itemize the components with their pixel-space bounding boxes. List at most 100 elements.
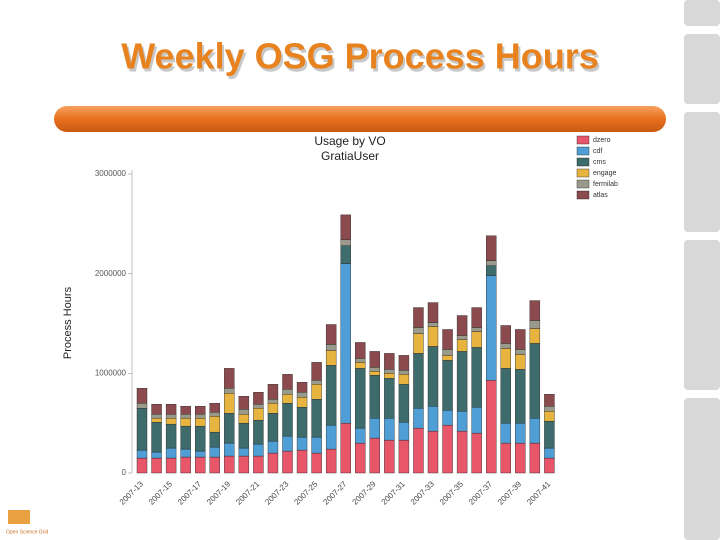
y-tick-label: 2000000 xyxy=(95,269,127,278)
slide-title-shadow: Weekly OSG Process Hours xyxy=(123,39,601,80)
bar-segment xyxy=(471,331,482,348)
bar-segment xyxy=(355,427,366,444)
bar-segment xyxy=(427,326,439,347)
bar-segment xyxy=(471,307,482,328)
bar-segment xyxy=(282,374,293,390)
bar-segment xyxy=(486,275,497,381)
legend-label: dzero xyxy=(593,137,611,144)
bar-segment xyxy=(413,327,424,334)
bar-segment xyxy=(369,375,380,419)
bar-segment xyxy=(151,457,162,474)
y-tick-label: 3000000 xyxy=(95,169,127,178)
bar-segment xyxy=(340,422,351,474)
bar-segment xyxy=(194,456,206,474)
bar-segment xyxy=(151,404,162,415)
bar-segment xyxy=(253,419,264,445)
bar-segment xyxy=(238,422,250,449)
bar-segment xyxy=(325,344,337,351)
bar-segment xyxy=(340,245,351,264)
slide-title: Weekly OSG Process Hours xyxy=(121,36,599,77)
bar-segment xyxy=(194,406,206,415)
bar-segment xyxy=(253,443,264,457)
bar-segment xyxy=(384,378,395,419)
bar-segment xyxy=(529,320,541,329)
bar-segment xyxy=(398,421,410,441)
x-tick-label: 2007-39 xyxy=(496,479,524,507)
bar-segment xyxy=(427,322,439,327)
bar-segment xyxy=(311,362,322,381)
bar-segment xyxy=(355,368,366,429)
bar-segment xyxy=(253,392,264,405)
bar-segment xyxy=(209,415,220,433)
bar-segment xyxy=(544,420,555,449)
bar-segment xyxy=(209,446,220,458)
bar-segment xyxy=(456,339,468,352)
bar-segment xyxy=(500,422,511,444)
bar-segment xyxy=(311,384,322,400)
bar-segment xyxy=(180,406,191,415)
bar-segment xyxy=(180,425,191,450)
bar-segment xyxy=(369,371,380,376)
bar-segment xyxy=(136,449,148,459)
x-tick-label: 2007-41 xyxy=(525,479,553,507)
bar-segment xyxy=(369,417,380,439)
bar-segment xyxy=(369,351,380,368)
legend-label: engage xyxy=(593,170,616,177)
bar-segment xyxy=(325,365,337,426)
logo-text: Open Science Grid xyxy=(6,529,48,535)
bar-segment xyxy=(224,368,235,389)
bar-segment xyxy=(238,409,250,415)
legend-swatch xyxy=(576,135,590,145)
bar-segment xyxy=(355,362,366,369)
bar-segment xyxy=(398,355,410,371)
bar-segment xyxy=(224,388,235,394)
bar-segment xyxy=(544,447,555,459)
bar-segment xyxy=(427,346,439,407)
bar-segment xyxy=(180,413,191,419)
bar-segment xyxy=(165,457,177,474)
bar-segment xyxy=(151,421,162,453)
x-tick-label: 2007-27 xyxy=(321,479,349,507)
bar-segment xyxy=(296,436,308,451)
x-tick-label: 2007-29 xyxy=(351,479,379,507)
bar-segment xyxy=(442,410,453,426)
bar-segment xyxy=(384,373,395,379)
x-tick-label: 2007-13 xyxy=(118,479,146,507)
x-tick-label: 2007-19 xyxy=(205,479,233,507)
bar-segment xyxy=(442,424,453,474)
bar-segment xyxy=(282,435,293,452)
bar-segment xyxy=(427,302,439,323)
bar-segment xyxy=(224,413,235,444)
y-tick-label: 0 xyxy=(122,468,127,477)
bar-segment xyxy=(311,436,322,454)
bar-segment xyxy=(398,384,410,423)
bar-segment xyxy=(442,360,453,411)
bar-segment xyxy=(442,329,453,350)
bar-segment xyxy=(471,347,482,408)
legend-swatch xyxy=(576,190,590,200)
bar-segment xyxy=(456,430,468,474)
bar-segment xyxy=(267,399,279,404)
bar-segment xyxy=(180,448,191,458)
logo: Open Science Grid xyxy=(6,510,48,535)
bar-segment xyxy=(209,412,220,417)
bar-segment xyxy=(267,384,279,400)
bar-segment xyxy=(282,389,293,395)
bar-segment xyxy=(165,423,177,449)
bar-segment xyxy=(500,343,511,349)
bar-segment xyxy=(224,455,235,474)
bar-segment xyxy=(180,456,191,474)
legend-label: cms xyxy=(593,159,606,166)
bar-segment xyxy=(296,397,308,408)
bar-segment xyxy=(151,417,162,423)
bar-segment xyxy=(442,355,453,361)
bar-segment xyxy=(311,399,322,438)
bar-segment xyxy=(456,411,468,432)
bar-segment xyxy=(209,403,220,413)
bar-segment xyxy=(384,439,395,474)
bar-segment xyxy=(296,449,308,474)
legend-label: cdf xyxy=(593,148,602,155)
bar-segment xyxy=(253,408,264,421)
bar-segment xyxy=(282,403,293,437)
